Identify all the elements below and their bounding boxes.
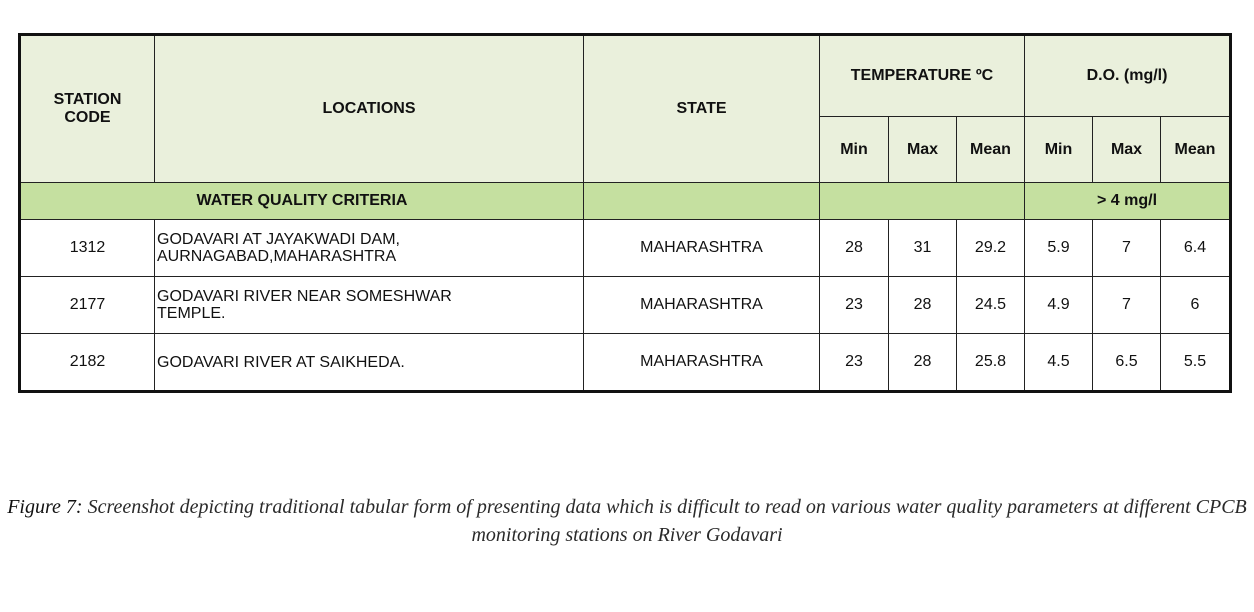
table-row: 1312 GODAVARI AT JAYAKWADI DAM, AURNAGAB… xyxy=(19,219,1232,277)
header-do: D.O. (mg/l) xyxy=(1023,34,1232,117)
location-line: AURNAGABAD,MAHARASHTRA xyxy=(157,248,397,265)
header-state: STATE xyxy=(583,34,820,183)
state-cell: MAHARASHTRA xyxy=(583,276,820,334)
temp-mean-cell: 24.5 xyxy=(956,276,1025,334)
do-min-cell: 4.9 xyxy=(1024,276,1093,334)
temp-max-cell: 28 xyxy=(888,276,957,334)
criteria-label: WATER QUALITY CRITERIA xyxy=(19,182,584,220)
location-cell: GODAVARI RIVER NEAR SOMESHWAR TEMPLE. xyxy=(154,276,584,334)
location-line: TEMPLE. xyxy=(157,305,226,322)
temp-mean-cell: 25.8 xyxy=(956,333,1025,392)
criteria-state-cell xyxy=(583,182,820,220)
figure-caption: Figure 7: Screenshot depicting tradition… xyxy=(0,493,1254,549)
header-temperature: TEMPERATURE ºC xyxy=(819,34,1025,117)
criteria-row: WATER QUALITY CRITERIA > 4 mg/l xyxy=(19,182,1232,220)
header-do-mean: Mean xyxy=(1159,116,1232,183)
station-code-cell: 2182 xyxy=(19,333,155,392)
temp-max-cell: 31 xyxy=(888,219,957,277)
table-row: 2182 GODAVARI RIVER AT SAIKHEDA. MAHARAS… xyxy=(19,333,1232,392)
location-line: GODAVARI AT JAYAKWADI DAM, xyxy=(157,231,400,248)
do-mean-cell: 5.5 xyxy=(1159,333,1232,392)
do-min-cell: 5.9 xyxy=(1024,219,1093,277)
caption-text: Screenshot depicting traditional tabular… xyxy=(82,496,1247,546)
location-cell: GODAVARI AT JAYAKWADI DAM, AURNAGABAD,MA… xyxy=(154,219,584,277)
figure-label: Figure 7: xyxy=(7,496,83,518)
table-row: 2177 GODAVARI RIVER NEAR SOMESHWAR TEMPL… xyxy=(19,276,1232,334)
criteria-temperature-cell xyxy=(819,182,1025,220)
station-code-cell: 2177 xyxy=(19,276,155,334)
header-temp-min: Min xyxy=(819,116,889,183)
table-header: STATION CODE LOCATIONS STATE TEMPERATURE… xyxy=(19,34,1232,183)
temp-mean-cell: 29.2 xyxy=(956,219,1025,277)
header-temp-mean: Mean xyxy=(956,116,1025,183)
do-min-cell: 4.5 xyxy=(1024,333,1093,392)
header-locations: LOCATIONS xyxy=(154,34,584,183)
header-temp-max: Max xyxy=(888,116,957,183)
location-line: GODAVARI RIVER AT SAIKHEDA. xyxy=(157,353,405,371)
do-mean-cell: 6 xyxy=(1159,276,1232,334)
location-line: GODAVARI RIVER NEAR SOMESHWAR xyxy=(157,288,452,305)
water-quality-table: STATION CODE LOCATIONS STATE TEMPERATURE… xyxy=(18,33,1233,393)
do-max-cell: 6.5 xyxy=(1092,333,1161,392)
do-max-cell: 7 xyxy=(1092,276,1161,334)
temp-min-cell: 28 xyxy=(819,219,889,277)
state-cell: MAHARASHTRA xyxy=(583,333,820,392)
header-do-max: Max xyxy=(1092,116,1161,183)
criteria-do-value: > 4 mg/l xyxy=(1023,182,1232,220)
do-max-cell: 7 xyxy=(1092,219,1161,277)
do-mean-cell: 6.4 xyxy=(1159,219,1232,277)
location-cell: GODAVARI RIVER AT SAIKHEDA. xyxy=(154,333,584,392)
temp-min-cell: 23 xyxy=(819,333,889,392)
state-cell: MAHARASHTRA xyxy=(583,219,820,277)
temp-min-cell: 23 xyxy=(819,276,889,334)
station-code-cell: 1312 xyxy=(19,219,155,277)
header-station-code: STATION CODE xyxy=(19,34,155,183)
header-do-min: Min xyxy=(1024,116,1093,183)
temp-max-cell: 28 xyxy=(888,333,957,392)
